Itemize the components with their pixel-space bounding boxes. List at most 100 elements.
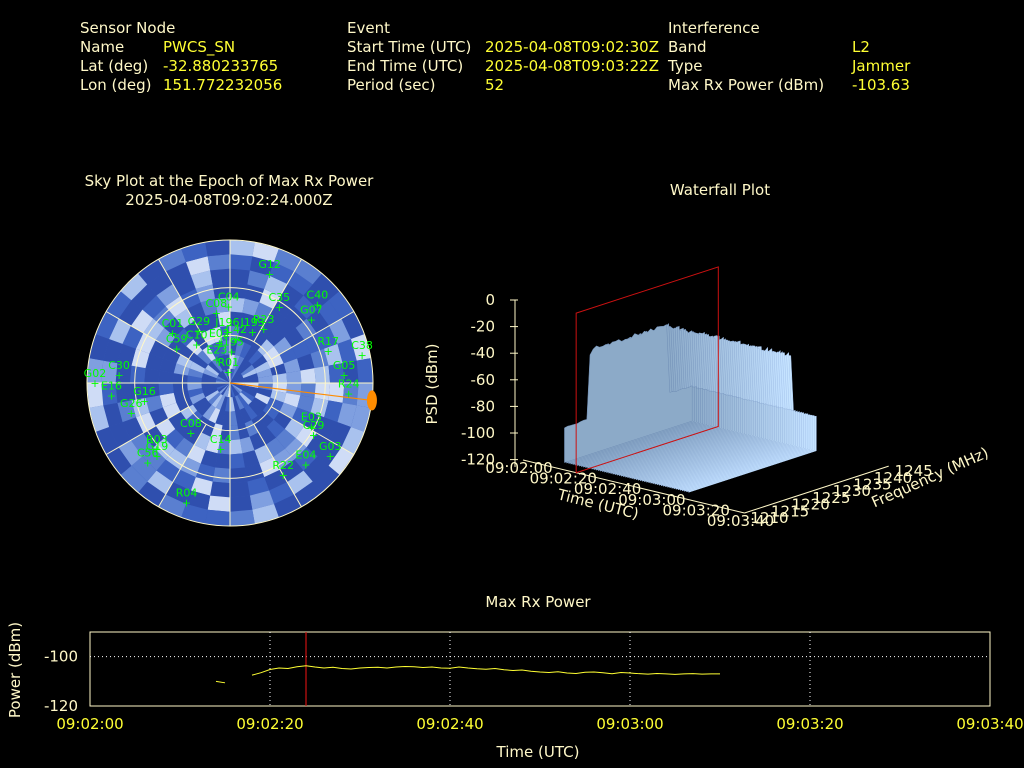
satellite-r04: +R04 xyxy=(176,486,198,509)
sky-cell xyxy=(258,383,273,391)
sky-cell xyxy=(172,373,188,383)
azimuth-spoke xyxy=(158,424,207,508)
sky-cell xyxy=(129,383,146,401)
rx-x-tick-label: 09:02:40 xyxy=(416,715,483,733)
frequency-axis xyxy=(744,465,889,514)
sky-cell xyxy=(210,326,223,343)
sky-cell xyxy=(190,270,213,289)
azimuth-spoke xyxy=(105,311,189,360)
sky-cell xyxy=(215,297,230,313)
sky-cell xyxy=(244,345,258,362)
psd-tick-label: -100 xyxy=(461,424,495,442)
sky-cell xyxy=(101,383,118,406)
sky-cell xyxy=(162,402,181,419)
sky-cell xyxy=(247,270,270,289)
sky-cell xyxy=(328,363,345,383)
sky-cell xyxy=(197,350,212,365)
satellite-marker: + xyxy=(168,327,177,340)
sky-cell xyxy=(129,365,146,383)
sky-cell xyxy=(242,298,260,316)
sky-cell xyxy=(187,387,204,398)
waterfall-strip xyxy=(564,324,693,463)
satellite-label: C30 xyxy=(108,359,130,372)
sky-cell xyxy=(87,383,104,408)
sky-cell xyxy=(239,407,252,424)
sky-cell xyxy=(230,370,240,383)
satellite-label: R24 xyxy=(338,377,360,390)
sky-cell xyxy=(195,284,216,303)
psd-tick-label: 0 xyxy=(485,291,495,309)
sky-cell xyxy=(192,355,209,369)
psd-tick-label: -40 xyxy=(471,344,496,362)
sky-cell xyxy=(222,383,230,397)
sky-cell xyxy=(230,439,243,455)
rx-y-tick-label: -120 xyxy=(44,697,78,715)
satellite-marker: + xyxy=(107,389,116,402)
sky-cell xyxy=(194,315,211,334)
sky-cell xyxy=(172,275,196,297)
sky-cell xyxy=(244,404,258,421)
satellite-marker: + xyxy=(259,323,268,336)
sky-cell xyxy=(230,297,245,313)
sky-cell xyxy=(272,296,295,318)
sky-cell xyxy=(242,387,257,398)
sky-cell xyxy=(234,340,245,357)
sky-cell xyxy=(269,262,295,284)
sky-cell xyxy=(181,242,208,263)
sky-cell xyxy=(106,447,132,475)
type-label: Type xyxy=(668,57,703,75)
satellite-marker: + xyxy=(227,345,236,358)
satellite-c08b: +C08 xyxy=(180,417,202,440)
sky-cell xyxy=(230,311,243,327)
sky-plot-title: Sky Plot at the Epoch of Max Rx Power xyxy=(85,172,375,190)
sky-cell xyxy=(230,383,244,391)
sky-cell xyxy=(243,373,259,381)
satellite-marker: + xyxy=(223,326,232,339)
time-tick-label: 09:03:00 xyxy=(618,491,685,509)
sky-cell xyxy=(120,273,148,301)
interference-source-marker xyxy=(366,390,377,411)
sky-cell xyxy=(230,383,233,398)
sky-cell xyxy=(230,240,255,257)
sky-cell xyxy=(138,259,166,285)
satellite-g16: +G16 xyxy=(133,385,156,408)
sky-cell xyxy=(95,311,119,339)
sky-cell xyxy=(317,440,342,466)
satellite-label: R23 xyxy=(253,313,275,326)
sky-cell xyxy=(175,328,194,347)
sky-cell xyxy=(180,346,198,362)
psd-tick-label: -120 xyxy=(461,451,495,469)
satellite-label: R22 xyxy=(272,459,294,472)
sky-cell xyxy=(187,375,202,383)
satellite-marker: + xyxy=(215,337,224,350)
sky-cell xyxy=(215,383,230,386)
lon-label: Lon (deg) xyxy=(80,76,152,94)
sky-cell xyxy=(158,248,186,272)
satellite-marker: + xyxy=(90,377,99,390)
sky-cell xyxy=(230,375,244,383)
sky-cell xyxy=(230,282,248,299)
type-value: Jammer xyxy=(852,57,911,75)
sky-cell xyxy=(230,453,245,469)
lat-label: Lat (deg) xyxy=(80,57,149,75)
sky-cell xyxy=(200,298,218,316)
satellite-label: C08 xyxy=(180,417,202,430)
satellite-marker: + xyxy=(152,450,161,463)
satellite-marker: + xyxy=(309,429,318,442)
sky-cell xyxy=(120,465,148,493)
sky-cell xyxy=(192,397,209,411)
sky-cell xyxy=(173,363,190,376)
sky-cell xyxy=(162,347,181,364)
waterfall-surface xyxy=(564,322,817,493)
satellite-marker: + xyxy=(279,469,288,482)
rx-power-line xyxy=(251,665,720,676)
sky-cell xyxy=(122,417,144,441)
sky-cell xyxy=(172,469,196,491)
sky-cell xyxy=(186,339,203,356)
sky-cell xyxy=(216,375,230,383)
sky-cell xyxy=(283,392,301,408)
satellite-label: C29 xyxy=(303,419,325,432)
period-label: Period (sec) xyxy=(347,76,436,94)
sensor-header: Sensor Node xyxy=(80,19,176,37)
